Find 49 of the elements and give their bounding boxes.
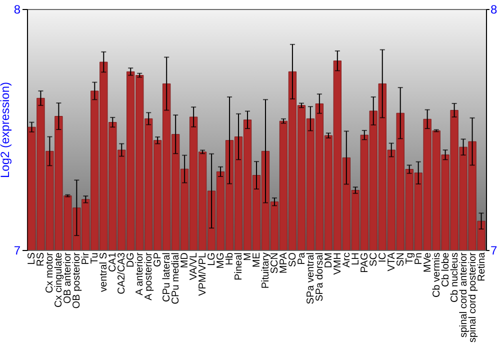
x-tick-label: Cb nucleus [449, 252, 460, 303]
x-tick-label: M [242, 252, 254, 261]
x-tick-label: Pa [296, 252, 308, 265]
x-tick-label: Arc [341, 252, 352, 268]
x-tick-label: DM [323, 252, 334, 268]
x-tick-label: spinal cord posterior [467, 252, 478, 343]
x-tick-label: OB anterior [62, 252, 74, 304]
x-tick-label: DG [126, 252, 137, 268]
x-tick-label: PAG [359, 252, 370, 273]
y-axis-title: Log2 (expression) [0, 82, 12, 178]
x-tick-label: SN [395, 252, 406, 266]
x-tick-label: ventral S [98, 252, 110, 292]
x-tick-label: LH [350, 252, 362, 266]
x-tick-label: IC [377, 252, 388, 262]
x-tick-label: SPa ventral [305, 252, 316, 304]
x-tick-label: Pituitary [260, 252, 272, 289]
x-tick-label: GP [152, 252, 164, 267]
x-tick-label: Cb lobe [440, 252, 452, 287]
x-tick-label: A posterior [144, 252, 155, 300]
x-tick-label: Tu [90, 252, 101, 264]
x-tick-label: MPA [278, 252, 290, 274]
x-tick-label: SO [287, 252, 298, 267]
x-tick-label: A anterior [134, 252, 146, 296]
x-tick-label: CA2/CA3 [116, 252, 128, 294]
x-tick-label: Pir [80, 252, 92, 265]
x-tick-label: VTA [386, 252, 398, 272]
x-tick-label: SPa dorsal [314, 252, 326, 302]
x-tick-label: SCN [269, 252, 280, 274]
x-tick-label: Retina [476, 252, 488, 282]
x-tick-label: ME [252, 252, 262, 268]
x-tick-label: SC [368, 252, 380, 266]
x-tick-label: OB posterior [72, 252, 83, 309]
y2-tick-label: 7 [490, 244, 498, 258]
x-tick-label: VMH [332, 252, 344, 275]
x-tick-label: Hb [224, 252, 236, 266]
x-tick-label: Cb vermis [431, 252, 442, 298]
x-tick-label: CPu medial [170, 252, 182, 304]
x-tick-label: Pineal [234, 252, 245, 280]
x-tick-label: MVe [422, 252, 434, 273]
x-tick-label: LS [26, 252, 38, 265]
x-tick-label: Cx cingulate [54, 252, 65, 308]
y2-tick-label: 8 [490, 2, 498, 16]
x-tick-label: Pn [413, 252, 424, 265]
x-tick-label: Tg [404, 252, 416, 264]
x-tick-label: spinal cord anterior [458, 252, 470, 338]
x-tick-label: VPM/VPL [198, 252, 209, 296]
x-tick-label: RS [36, 252, 47, 266]
x-tick-label: LG [206, 252, 218, 266]
x-tick-label: CA1 [108, 252, 119, 272]
